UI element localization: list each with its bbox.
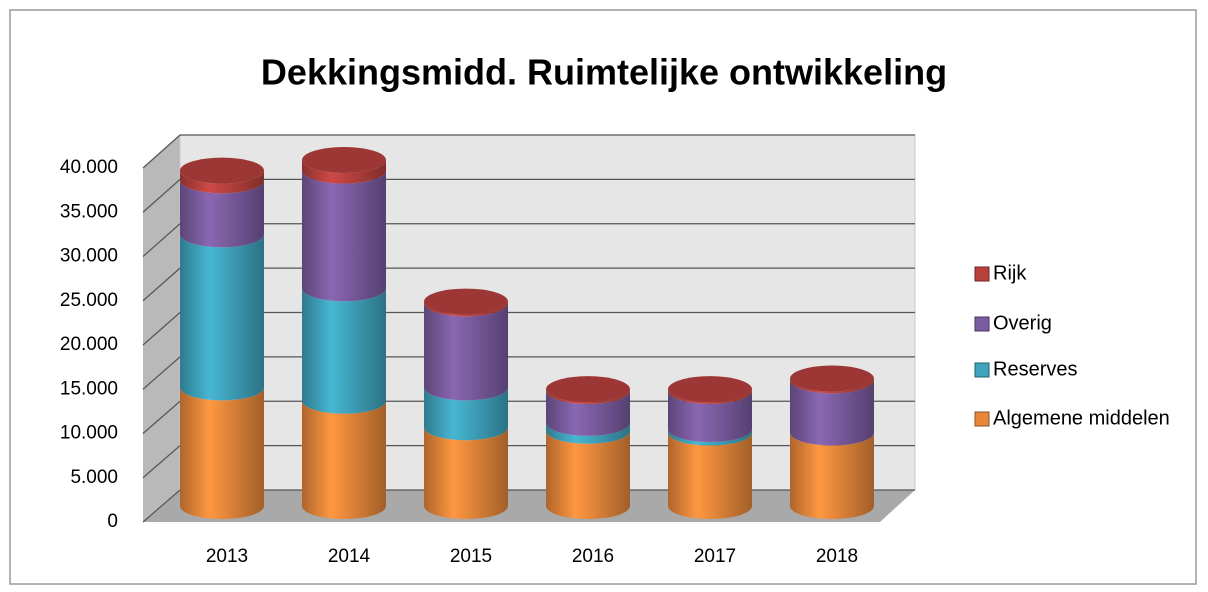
legend-label: Rijk	[993, 262, 1027, 284]
bar-segment	[546, 390, 630, 436]
x-tick-label: 2017	[694, 546, 736, 567]
y-tick-label: 30.000	[60, 246, 118, 267]
bar-segment	[424, 387, 508, 441]
grid-line-side	[142, 400, 181, 434]
grid-line-side	[142, 178, 181, 213]
x-tick-label: 2015	[450, 546, 492, 567]
bar-top	[302, 146, 386, 173]
bar-segment	[424, 303, 508, 401]
bar-segment	[546, 430, 630, 519]
bar-segment	[302, 159, 386, 184]
y-tick-label: 40.000	[60, 157, 118, 178]
grid-line-side	[142, 445, 181, 479]
bar-segment	[180, 234, 264, 401]
legend-swatch	[974, 316, 990, 332]
bar-segment	[790, 380, 874, 446]
bar-segment	[424, 427, 508, 519]
bar-segment	[668, 429, 752, 446]
x-tick-label: 2013	[206, 546, 248, 567]
x-tick-label: 2018	[816, 546, 858, 567]
bar-segment	[668, 390, 752, 443]
legend-swatch	[974, 411, 990, 427]
bar-segment	[180, 180, 264, 248]
grid-line-side	[142, 312, 181, 346]
bar-segment	[180, 387, 264, 519]
bar-segment	[790, 432, 874, 519]
grid-line-side	[142, 267, 181, 302]
y-tick-label: 25.000	[60, 290, 118, 311]
bar-segment	[180, 170, 264, 194]
y-tick-label: 5.000	[70, 467, 118, 488]
legend-swatch	[974, 266, 990, 282]
y-tick-label: 35.000	[60, 201, 118, 222]
legend-swatch	[974, 362, 990, 378]
grid-line-side	[142, 223, 181, 257]
bar-top	[546, 376, 630, 403]
bar-top	[668, 376, 752, 403]
bar-segment	[302, 288, 386, 414]
grid-line-side	[142, 489, 181, 523]
grid-line-side	[142, 134, 181, 169]
chart-title: Dekkingsmidd. Ruimtelijke ontwikkeling	[261, 52, 947, 93]
legend-label: Algemene middelen	[993, 407, 1170, 429]
bar-top	[180, 157, 264, 184]
grid-line-side	[142, 356, 181, 390]
bar-segment	[302, 170, 386, 302]
y-tick-label: 20.000	[60, 334, 118, 355]
bar-top	[424, 288, 508, 315]
bar-segment	[302, 400, 386, 519]
bar-segment	[546, 422, 630, 444]
y-tick-label: 15.000	[60, 378, 118, 399]
x-tick-label: 2016	[572, 546, 614, 567]
legend-label: Overig	[993, 312, 1052, 334]
bar-top	[790, 365, 874, 392]
legend-label: Reserves	[993, 358, 1077, 380]
x-tick-label: 2014	[328, 546, 371, 567]
bar-segment	[668, 432, 752, 519]
y-tick-label: 10.000	[60, 423, 118, 444]
y-tick-label: 0	[107, 511, 118, 532]
